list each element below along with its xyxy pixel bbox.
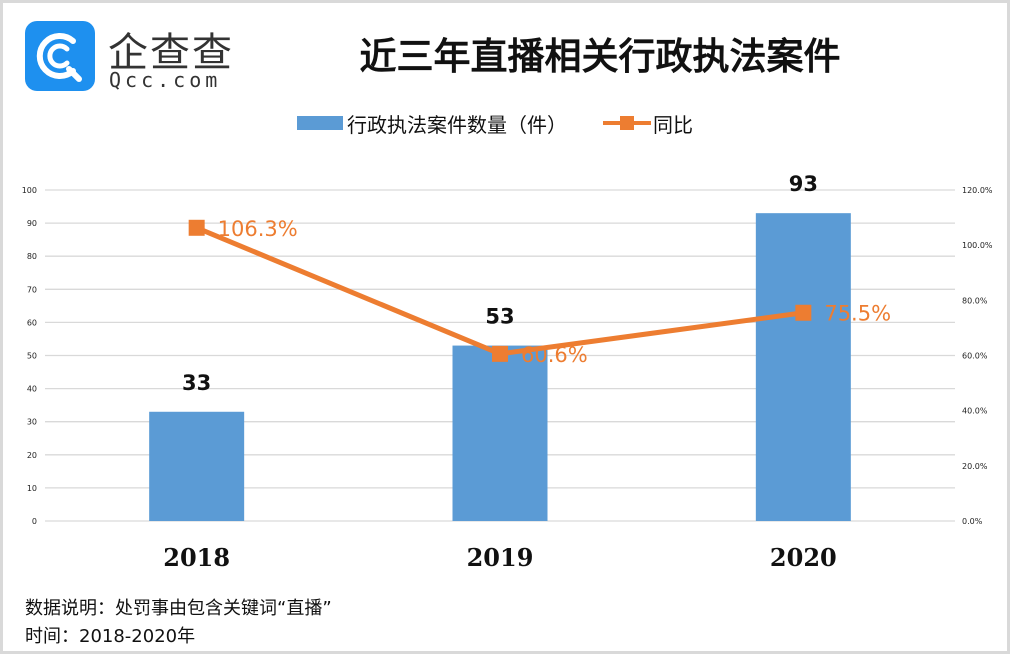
chart-legend: 行政执法案件数量（件） 同比: [297, 108, 693, 138]
brand-logo: 企查查 Qcc.com: [22, 18, 252, 94]
y-right-tick-label: 20.0%: [962, 462, 988, 471]
x-tick-label: 2018: [163, 543, 230, 572]
y-axis-right: 0.0% 20.0% 40.0% 60.0% 80.0% 100.0% 120.0%: [962, 186, 993, 526]
y-left-tick-label: 80: [27, 252, 37, 261]
yoy-value-label: 60.6%: [521, 343, 588, 367]
bars: [149, 213, 851, 522]
y-axis-left: 0 10 20 30 40 50 60 70 80 90 100: [22, 186, 37, 526]
y-left-tick-label: 50: [27, 352, 37, 361]
y-right-tick-label: 40.0%: [962, 407, 988, 416]
y-right-tick-label: 120.0%: [962, 186, 993, 195]
bar-2019: [452, 345, 548, 521]
y-left-tick-label: 30: [27, 418, 37, 427]
y-left-tick-label: 100: [22, 186, 37, 195]
yoy-value-label: 75.5%: [824, 302, 891, 326]
y-left-tick-label: 60: [27, 318, 37, 327]
chart-title: 近三年直播相关行政执法案件: [359, 35, 841, 78]
y-left-tick-label: 10: [27, 484, 37, 493]
y-left-tick-label: 0: [32, 517, 37, 526]
yoy-marker: [492, 345, 508, 362]
yoy-line-path: [195, 225, 804, 357]
y-right-tick-label: 0.0%: [962, 517, 983, 526]
x-tick-label: 2020: [770, 543, 837, 572]
y-right-tick-label: 80.0%: [962, 296, 988, 305]
footer-period: 时间：2018-2020年: [25, 626, 196, 647]
legend-line-label: 同比: [653, 112, 693, 137]
bar-2020: [755, 213, 851, 522]
bar-value-label: 53: [485, 305, 514, 329]
brand-name-cn: 企查查: [108, 30, 234, 76]
y-left-tick-label: 40: [27, 385, 37, 394]
y-left-tick-label: 20: [27, 451, 37, 460]
yoy-value-label: 106.3%: [218, 217, 298, 241]
bar-labels: 33 53 93: [182, 172, 818, 395]
bar-value-label: 93: [789, 172, 818, 196]
brand-name-en: Qcc.com: [109, 68, 222, 92]
footer-note: 数据说明：处罚事由包含关键词“直播”: [25, 598, 332, 619]
bar-2018: [149, 411, 245, 521]
qcc-logo-icon: [25, 21, 95, 91]
legend-line-swatch: [603, 116, 651, 130]
legend-bar-swatch: [297, 116, 343, 130]
yoy-marker: [188, 219, 205, 236]
y-right-tick-label: 60.0%: [962, 352, 988, 361]
yoy-marker: [795, 304, 812, 321]
legend-bar-label: 行政执法案件数量（件）: [347, 112, 567, 137]
y-right-tick-label: 100.0%: [962, 241, 993, 250]
x-axis-labels: 2018 2019 2020: [163, 543, 836, 572]
yoy-line: 106.3% 60.6% 75.5%: [188, 217, 891, 367]
x-tick-label: 2019: [467, 543, 534, 572]
y-left-tick-label: 90: [27, 219, 37, 228]
y-left-tick-label: 70: [27, 285, 37, 294]
bar-value-label: 33: [182, 371, 211, 395]
